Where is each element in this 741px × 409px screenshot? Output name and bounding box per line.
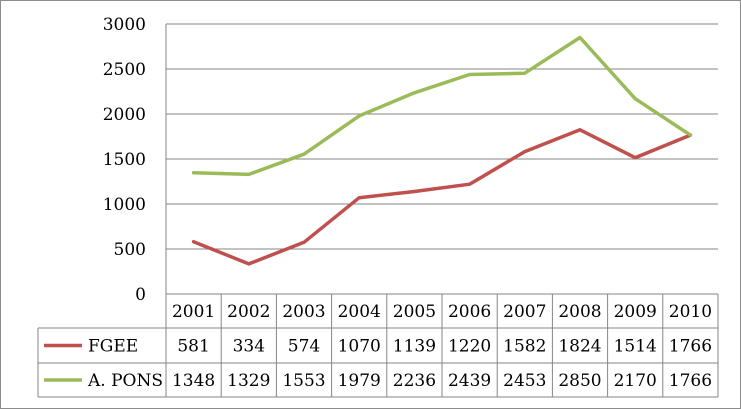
x-tick-label: 2002 xyxy=(227,302,270,322)
series-name: FGEE xyxy=(88,337,138,357)
table-cell-value: 2439 xyxy=(448,371,491,391)
x-tick-label: 2009 xyxy=(614,302,657,322)
y-tick-label: 3000 xyxy=(103,15,146,35)
x-tick-label: 2005 xyxy=(393,302,436,322)
x-tick-label: 2004 xyxy=(338,302,381,322)
table-cell-value: 1766 xyxy=(669,371,712,391)
table-cell-value: 1139 xyxy=(393,337,436,357)
table-cell-value: 1979 xyxy=(338,371,381,391)
x-tick-label: 2008 xyxy=(558,302,601,322)
table-cell-value: 1348 xyxy=(172,371,215,391)
series-line-fgee xyxy=(191,128,693,266)
y-tick-label: 2500 xyxy=(103,60,146,80)
y-tick-label: 2000 xyxy=(103,105,146,125)
table-cell-value: 2850 xyxy=(558,371,601,391)
table-cell-value: 1329 xyxy=(227,371,270,391)
series-line-a-pons xyxy=(191,35,693,177)
table-cell-value: 1514 xyxy=(614,337,657,357)
table-cell-value: 1824 xyxy=(558,337,601,357)
table-cell-value: 1766 xyxy=(669,337,712,357)
table-cell-value: 581 xyxy=(177,337,209,357)
y-tick-label: 500 xyxy=(114,240,146,260)
x-tick-label: 2006 xyxy=(448,302,491,322)
y-tick-label: 1000 xyxy=(103,195,146,215)
y-tick-label: 0 xyxy=(135,285,146,305)
table-cell-value: 1582 xyxy=(503,337,546,357)
x-tick-label: 2007 xyxy=(503,302,546,322)
x-tick-label: 2003 xyxy=(282,302,325,322)
table-cell-value: 1220 xyxy=(448,337,491,357)
x-tick-label: 2010 xyxy=(669,302,712,322)
table-cell-value: 334 xyxy=(233,337,265,357)
y-tick-label: 1500 xyxy=(103,150,146,170)
series-name: A. PONS xyxy=(87,371,163,391)
table-cell-value: 574 xyxy=(288,337,320,357)
table-cell-value: 1070 xyxy=(338,337,381,357)
table-cell-value: 1553 xyxy=(282,371,325,391)
table-cell-value: 2453 xyxy=(503,371,546,391)
table-cell-value: 2236 xyxy=(393,371,436,391)
x-tick-label: 2001 xyxy=(172,302,215,322)
table-cell-value: 2170 xyxy=(614,371,657,391)
